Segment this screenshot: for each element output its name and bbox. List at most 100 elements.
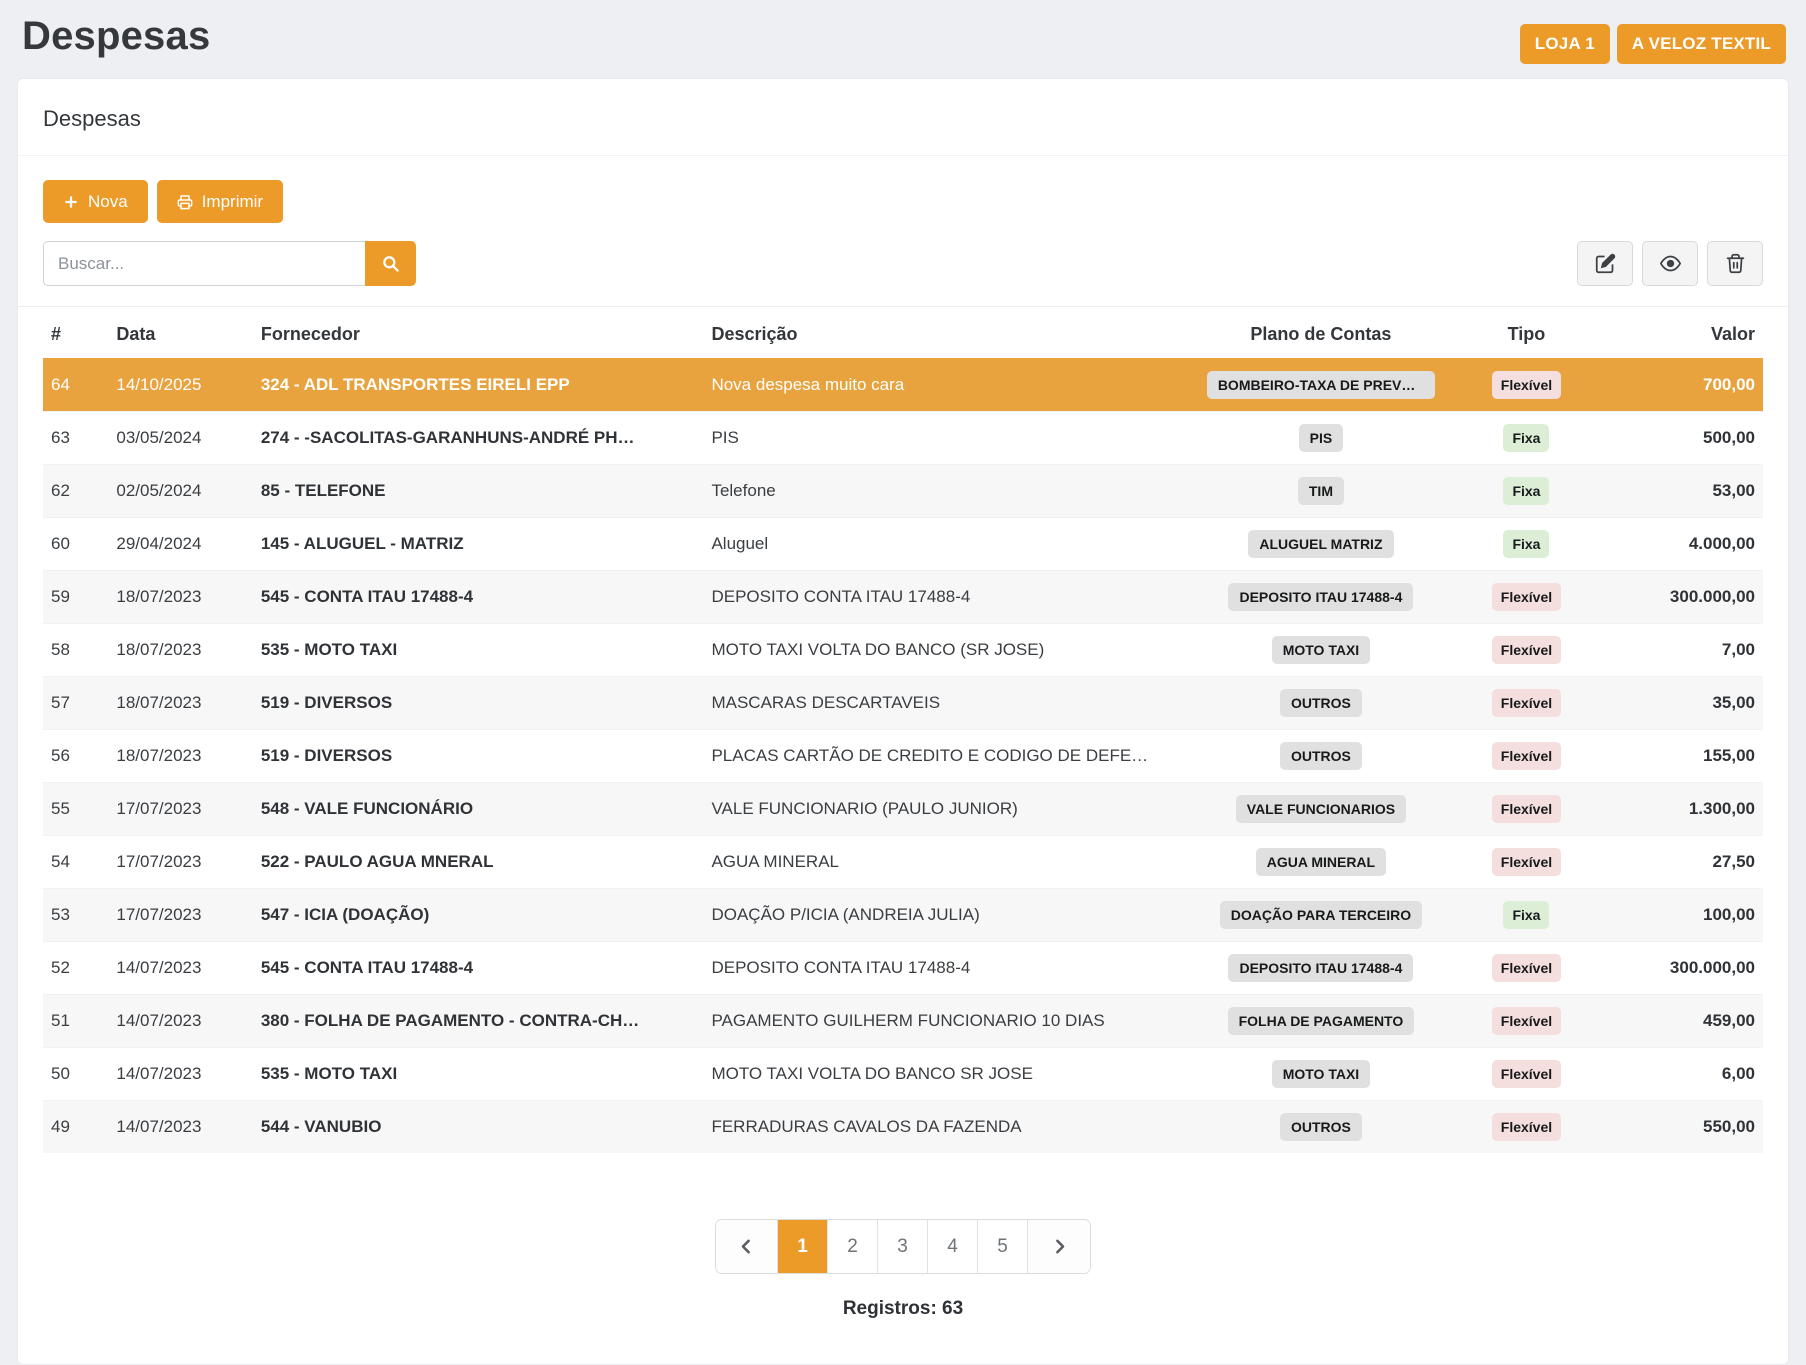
plan-badge: OUTROS	[1279, 742, 1362, 770]
printer-icon	[177, 194, 193, 209]
type-badge: Flexível	[1491, 636, 1562, 664]
table-row[interactable]: 64 14/10/2025 324 - ADL TRANSPORTES EIRE…	[43, 358, 1763, 412]
print-button[interactable]: Imprimir	[156, 180, 284, 223]
table-row[interactable]: 52 14/07/2023 545 - CONTA ITAU 17488-4 D…	[43, 941, 1763, 995]
records-count: Registros: 63	[842, 1298, 964, 1319]
card-title: Despesas	[18, 79, 1788, 156]
pagination-page-1[interactable]: 1	[778, 1220, 828, 1273]
table-row[interactable]: 50 14/07/2023 535 - MOTO TAXI MOTO TAXI …	[43, 1047, 1763, 1101]
table-row[interactable]: 55 17/07/2023 548 - VALE FUNCIONÁRIO VAL…	[43, 782, 1763, 836]
pagination-next-button[interactable]	[1028, 1220, 1090, 1273]
expense-plan-cell: MOTO TAXI	[1198, 623, 1444, 677]
table-row[interactable]: 57 18/07/2023 519 - DIVERSOS MASCARAS DE…	[43, 676, 1763, 730]
expense-supplier-cell: 274 - -SACOLITAS-GARANHUNS-ANDRÉ PH…	[252, 411, 704, 465]
page-title: Despesas	[22, 14, 211, 58]
company-button[interactable]: A VELOZ TEXTIL	[1616, 24, 1786, 64]
expense-date-cell: 17/07/2023	[108, 835, 253, 889]
trash-icon	[1726, 253, 1744, 274]
table-row[interactable]: 62 02/05/2024 85 - TELEFONE Telefone TIM…	[43, 464, 1763, 518]
type-badge: Flexível	[1491, 848, 1562, 876]
table-row[interactable]: 56 18/07/2023 519 - DIVERSOS PLACAS CART…	[43, 729, 1763, 783]
expense-description-cell: Nova despesa muito cara	[703, 358, 1199, 412]
expense-supplier-cell: 547 - ICIA (DOAÇÃO)	[252, 888, 704, 942]
plan-badge: BOMBEIRO-TAXA DE PREVEN ...	[1206, 371, 1436, 399]
expense-supplier-cell: 544 - VANUBIO	[252, 1100, 704, 1153]
table-row[interactable]: 51 14/07/2023 380 - FOLHA DE PAGAMENTO -…	[43, 994, 1763, 1048]
chevron-left-icon	[741, 1239, 750, 1254]
expense-value-cell: 35,00	[1609, 676, 1763, 730]
expense-value-cell: 700,00	[1609, 358, 1763, 412]
type-badge: Flexível	[1491, 795, 1562, 823]
store-button[interactable]: LOJA 1	[1519, 24, 1610, 64]
expense-description-cell: MASCARAS DESCARTAVEIS	[703, 676, 1199, 730]
table-row[interactable]: 60 29/04/2024 145 - ALUGUEL - MATRIZ Alu…	[43, 517, 1763, 571]
plan-badge: DEPOSITO ITAU 17488-4	[1228, 583, 1414, 611]
table-row[interactable]: 54 17/07/2023 522 - PAULO AGUA MNERAL AG…	[43, 835, 1763, 889]
column-header: Tipo	[1507, 324, 1546, 344]
pagination-prev-button[interactable]	[716, 1220, 778, 1273]
plan-badge: FOLHA DE PAGAMENTO	[1227, 1007, 1415, 1035]
search-group	[43, 241, 416, 286]
pagination-page-5[interactable]: 5	[978, 1220, 1028, 1273]
edit-button[interactable]	[1577, 241, 1633, 286]
type-badge: Flexível	[1491, 954, 1562, 982]
new-expense-label: Nova	[88, 191, 128, 211]
type-badge: Fixa	[1503, 477, 1550, 505]
expense-plan-cell: AGUA MINERAL	[1198, 835, 1444, 889]
expense-value-cell: 300.000,00	[1609, 570, 1763, 624]
expense-id-cell: 58	[43, 623, 109, 677]
expense-value-cell: 1.300,00	[1609, 782, 1763, 836]
column-header: #	[51, 324, 62, 344]
pagination-page-2[interactable]: 2	[828, 1220, 878, 1273]
column-header: Data	[116, 324, 156, 344]
expense-description-cell: FERRADURAS CAVALOS DA FAZENDA	[703, 1100, 1199, 1153]
type-badge: Flexível	[1491, 689, 1562, 717]
expense-date-cell: 14/07/2023	[108, 1100, 253, 1153]
new-expense-button[interactable]: Nova	[43, 180, 148, 223]
plan-badge: VALE FUNCIONARIOS	[1235, 795, 1407, 823]
expense-plan-cell: ALUGUEL MATRIZ	[1198, 517, 1444, 571]
expense-description-cell: DEPOSITO CONTA ITAU 17488-4	[703, 570, 1199, 624]
type-badge: Flexível	[1491, 1113, 1562, 1141]
expense-type-cell: Flexível	[1443, 994, 1610, 1048]
expense-plan-cell: DEPOSITO ITAU 17488-4	[1198, 941, 1444, 995]
table-row[interactable]: 63 03/05/2024 274 - -SACOLITAS-GARANHUNS…	[43, 411, 1763, 465]
table-header-row: # Data Fornecedor Descrição Plano de Contas T…	[43, 307, 1763, 359]
expense-plan-cell: VALE FUNCIONARIOS	[1198, 782, 1444, 836]
pagination-page-4[interactable]: 4	[928, 1220, 978, 1273]
expense-type-cell: Flexível	[1443, 570, 1610, 624]
table-row[interactable]: 53 17/07/2023 547 - ICIA (DOAÇÃO) DOAÇÃO…	[43, 888, 1763, 942]
expenses-table: # Data Fornecedor Descrição Plano de Contas T…	[43, 307, 1763, 1153]
expense-description-cell: Aluguel	[703, 517, 1199, 571]
print-label: Imprimir	[201, 191, 264, 211]
expense-date-cell: 03/05/2024	[108, 411, 253, 465]
expense-plan-cell: DEPOSITO ITAU 17488-4	[1198, 570, 1444, 624]
expense-id-cell: 62	[43, 464, 109, 518]
search-input[interactable]	[43, 241, 365, 286]
expense-plan-cell: FOLHA DE PAGAMENTO	[1198, 994, 1444, 1048]
table-row[interactable]: 58 18/07/2023 535 - MOTO TAXI MOTO TAXI …	[43, 623, 1763, 677]
view-button[interactable]	[1642, 241, 1698, 286]
plus-icon	[65, 195, 77, 208]
plan-badge: AGUA MINERAL	[1255, 848, 1387, 876]
expense-description-cell: DOAÇÃO P/ICIA (ANDREIA JULIA)	[703, 888, 1199, 942]
expense-date-cell: 14/07/2023	[108, 941, 253, 995]
expense-value-cell: 459,00	[1609, 994, 1763, 1048]
search-button[interactable]	[365, 241, 416, 286]
expense-supplier-cell: 548 - VALE FUNCIONÁRIO	[252, 782, 704, 836]
expense-value-cell: 100,00	[1609, 888, 1763, 942]
expense-supplier-cell: 535 - MOTO TAXI	[252, 1047, 704, 1101]
plan-badge: DEPOSITO ITAU 17488-4	[1228, 954, 1414, 982]
expense-supplier-cell: 380 - FOLHA DE PAGAMENTO - CONTRA-CH…	[252, 994, 704, 1048]
table-row[interactable]: 49 14/07/2023 544 - VANUBIO FERRADURAS C…	[43, 1100, 1763, 1153]
expense-value-cell: 7,00	[1609, 623, 1763, 677]
pagination-page-3[interactable]: 3	[878, 1220, 928, 1273]
expense-id-cell: 53	[43, 888, 109, 942]
table-row[interactable]: 59 18/07/2023 545 - CONTA ITAU 17488-4 D…	[43, 570, 1763, 624]
expense-date-cell: 17/07/2023	[108, 782, 253, 836]
expense-value-cell: 550,00	[1609, 1100, 1763, 1153]
expense-supplier-cell: 145 - ALUGUEL - MATRIZ	[252, 517, 704, 571]
delete-button[interactable]	[1707, 241, 1763, 286]
expense-id-cell: 56	[43, 729, 109, 783]
column-header: Valor	[1710, 324, 1755, 344]
